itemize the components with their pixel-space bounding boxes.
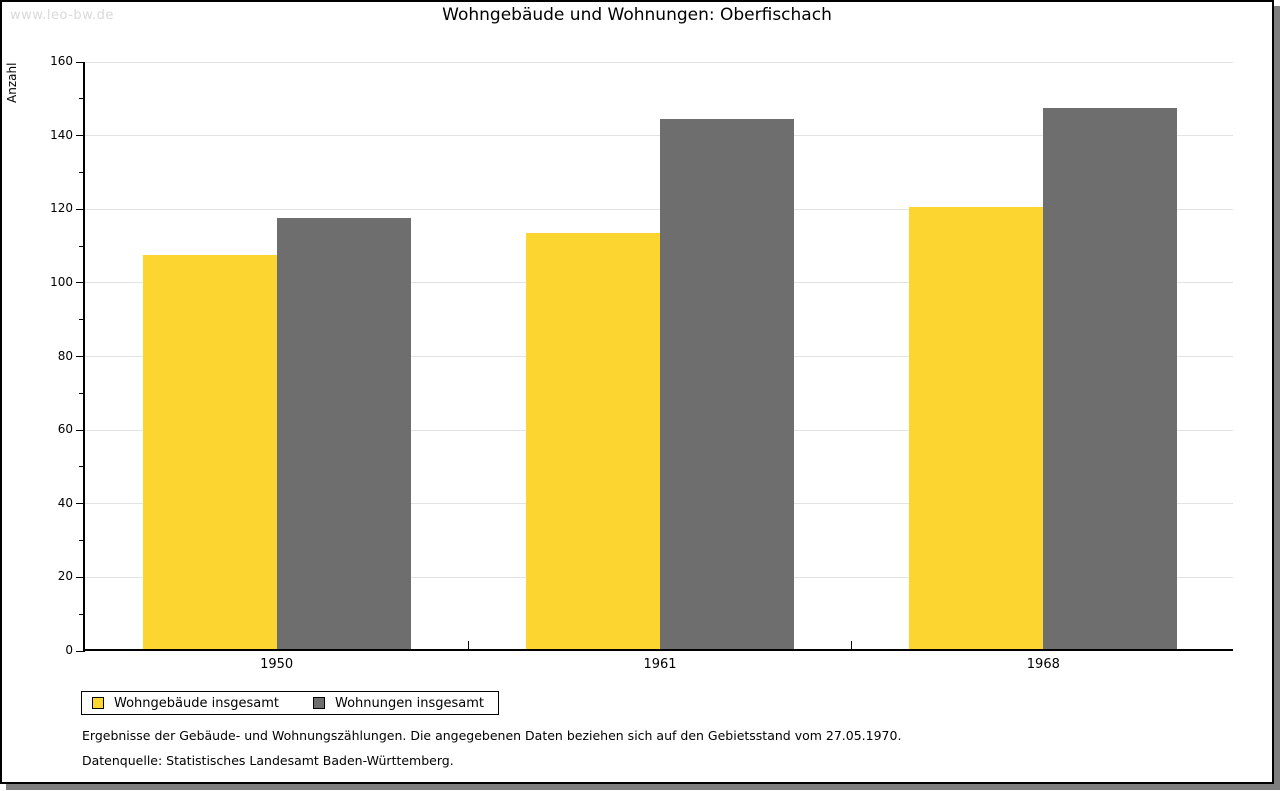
- y-tick-label: 0: [65, 643, 73, 657]
- footnote-line2: Datenquelle: Statistisches Landesamt Bad…: [82, 753, 454, 768]
- chart-title: Wohngebäude und Wohnungen: Oberfischach: [442, 5, 832, 25]
- y-axis-tick: [76, 208, 85, 210]
- y-tick-label: 60: [57, 422, 73, 437]
- y-tick-label: 140: [50, 127, 73, 142]
- y-axis-minor-tick: [79, 98, 85, 100]
- y-axis-tick: [76, 356, 85, 357]
- legend-item-wohnungen: Wohnungen insgesamt: [313, 696, 484, 711]
- x-category-label: 1950: [260, 657, 294, 672]
- gridline: [85, 61, 1233, 63]
- y-axis-title: Anzahl: [5, 62, 19, 104]
- y-tick-label: 20: [57, 569, 73, 584]
- footnote-line1: Ergebnisse der Gebäude- und Wohnungszähl…: [82, 728, 902, 743]
- y-axis-minor-tick: [79, 319, 85, 321]
- y-tick-label: 160: [50, 54, 73, 68]
- y-axis-minor-tick: [79, 540, 85, 542]
- x-category-label: 1961: [643, 657, 677, 672]
- bar-wohnungen-1950: [276, 218, 411, 649]
- legend-label: Wohnungen insgesamt: [335, 695, 484, 711]
- bar-wohnungen-1961: [660, 118, 794, 649]
- y-axis-tick: [76, 650, 85, 652]
- gridline: [85, 208, 1233, 210]
- y-tick-label: 40: [57, 495, 73, 510]
- y-axis-tick: [76, 503, 85, 505]
- legend-item-wohngebaeude: Wohngebäude insgesamt: [92, 696, 279, 711]
- y-axis-minor-tick: [79, 171, 85, 173]
- y-axis-tick: [76, 135, 85, 137]
- y-tick-label: 120: [50, 201, 73, 216]
- gridline: [85, 135, 1233, 137]
- bar-wohngebaeude-1950: [142, 255, 277, 649]
- x-category-label: 1968: [1026, 657, 1060, 672]
- y-axis-minor-tick: [79, 466, 85, 468]
- y-axis-minor-tick: [79, 613, 85, 615]
- y-axis-tick: [76, 282, 85, 284]
- plot-area: 0 20 40 60 80 100 120 140 160 1950 1961 1968: [50, 54, 1233, 672]
- y-tick-label: 100: [50, 274, 73, 289]
- bar-wohngebaeude-1968: [909, 207, 1044, 649]
- legend-label: Wohngebäude insgesamt: [114, 695, 279, 711]
- y-axis-tick: [76, 576, 85, 578]
- bar-wohngebaeude-1961: [526, 233, 660, 649]
- legend-swatch-yellow: [92, 697, 104, 709]
- bar-wohnungen-1968: [1043, 107, 1178, 649]
- legend: Wohngebäude insgesamt Wohnungen insgesam…: [81, 691, 499, 715]
- x-axis-tick: [851, 641, 853, 649]
- x-axis-tick: [467, 641, 469, 649]
- legend-swatch-gray: [313, 697, 325, 709]
- y-tick-label: 80: [57, 348, 73, 363]
- y-axis-minor-tick: [79, 245, 85, 247]
- watermark: www.leo-bw.de: [10, 8, 114, 23]
- y-axis-tick: [76, 429, 85, 431]
- y-axis-tick: [76, 61, 85, 63]
- y-axis-minor-tick: [79, 392, 85, 394]
